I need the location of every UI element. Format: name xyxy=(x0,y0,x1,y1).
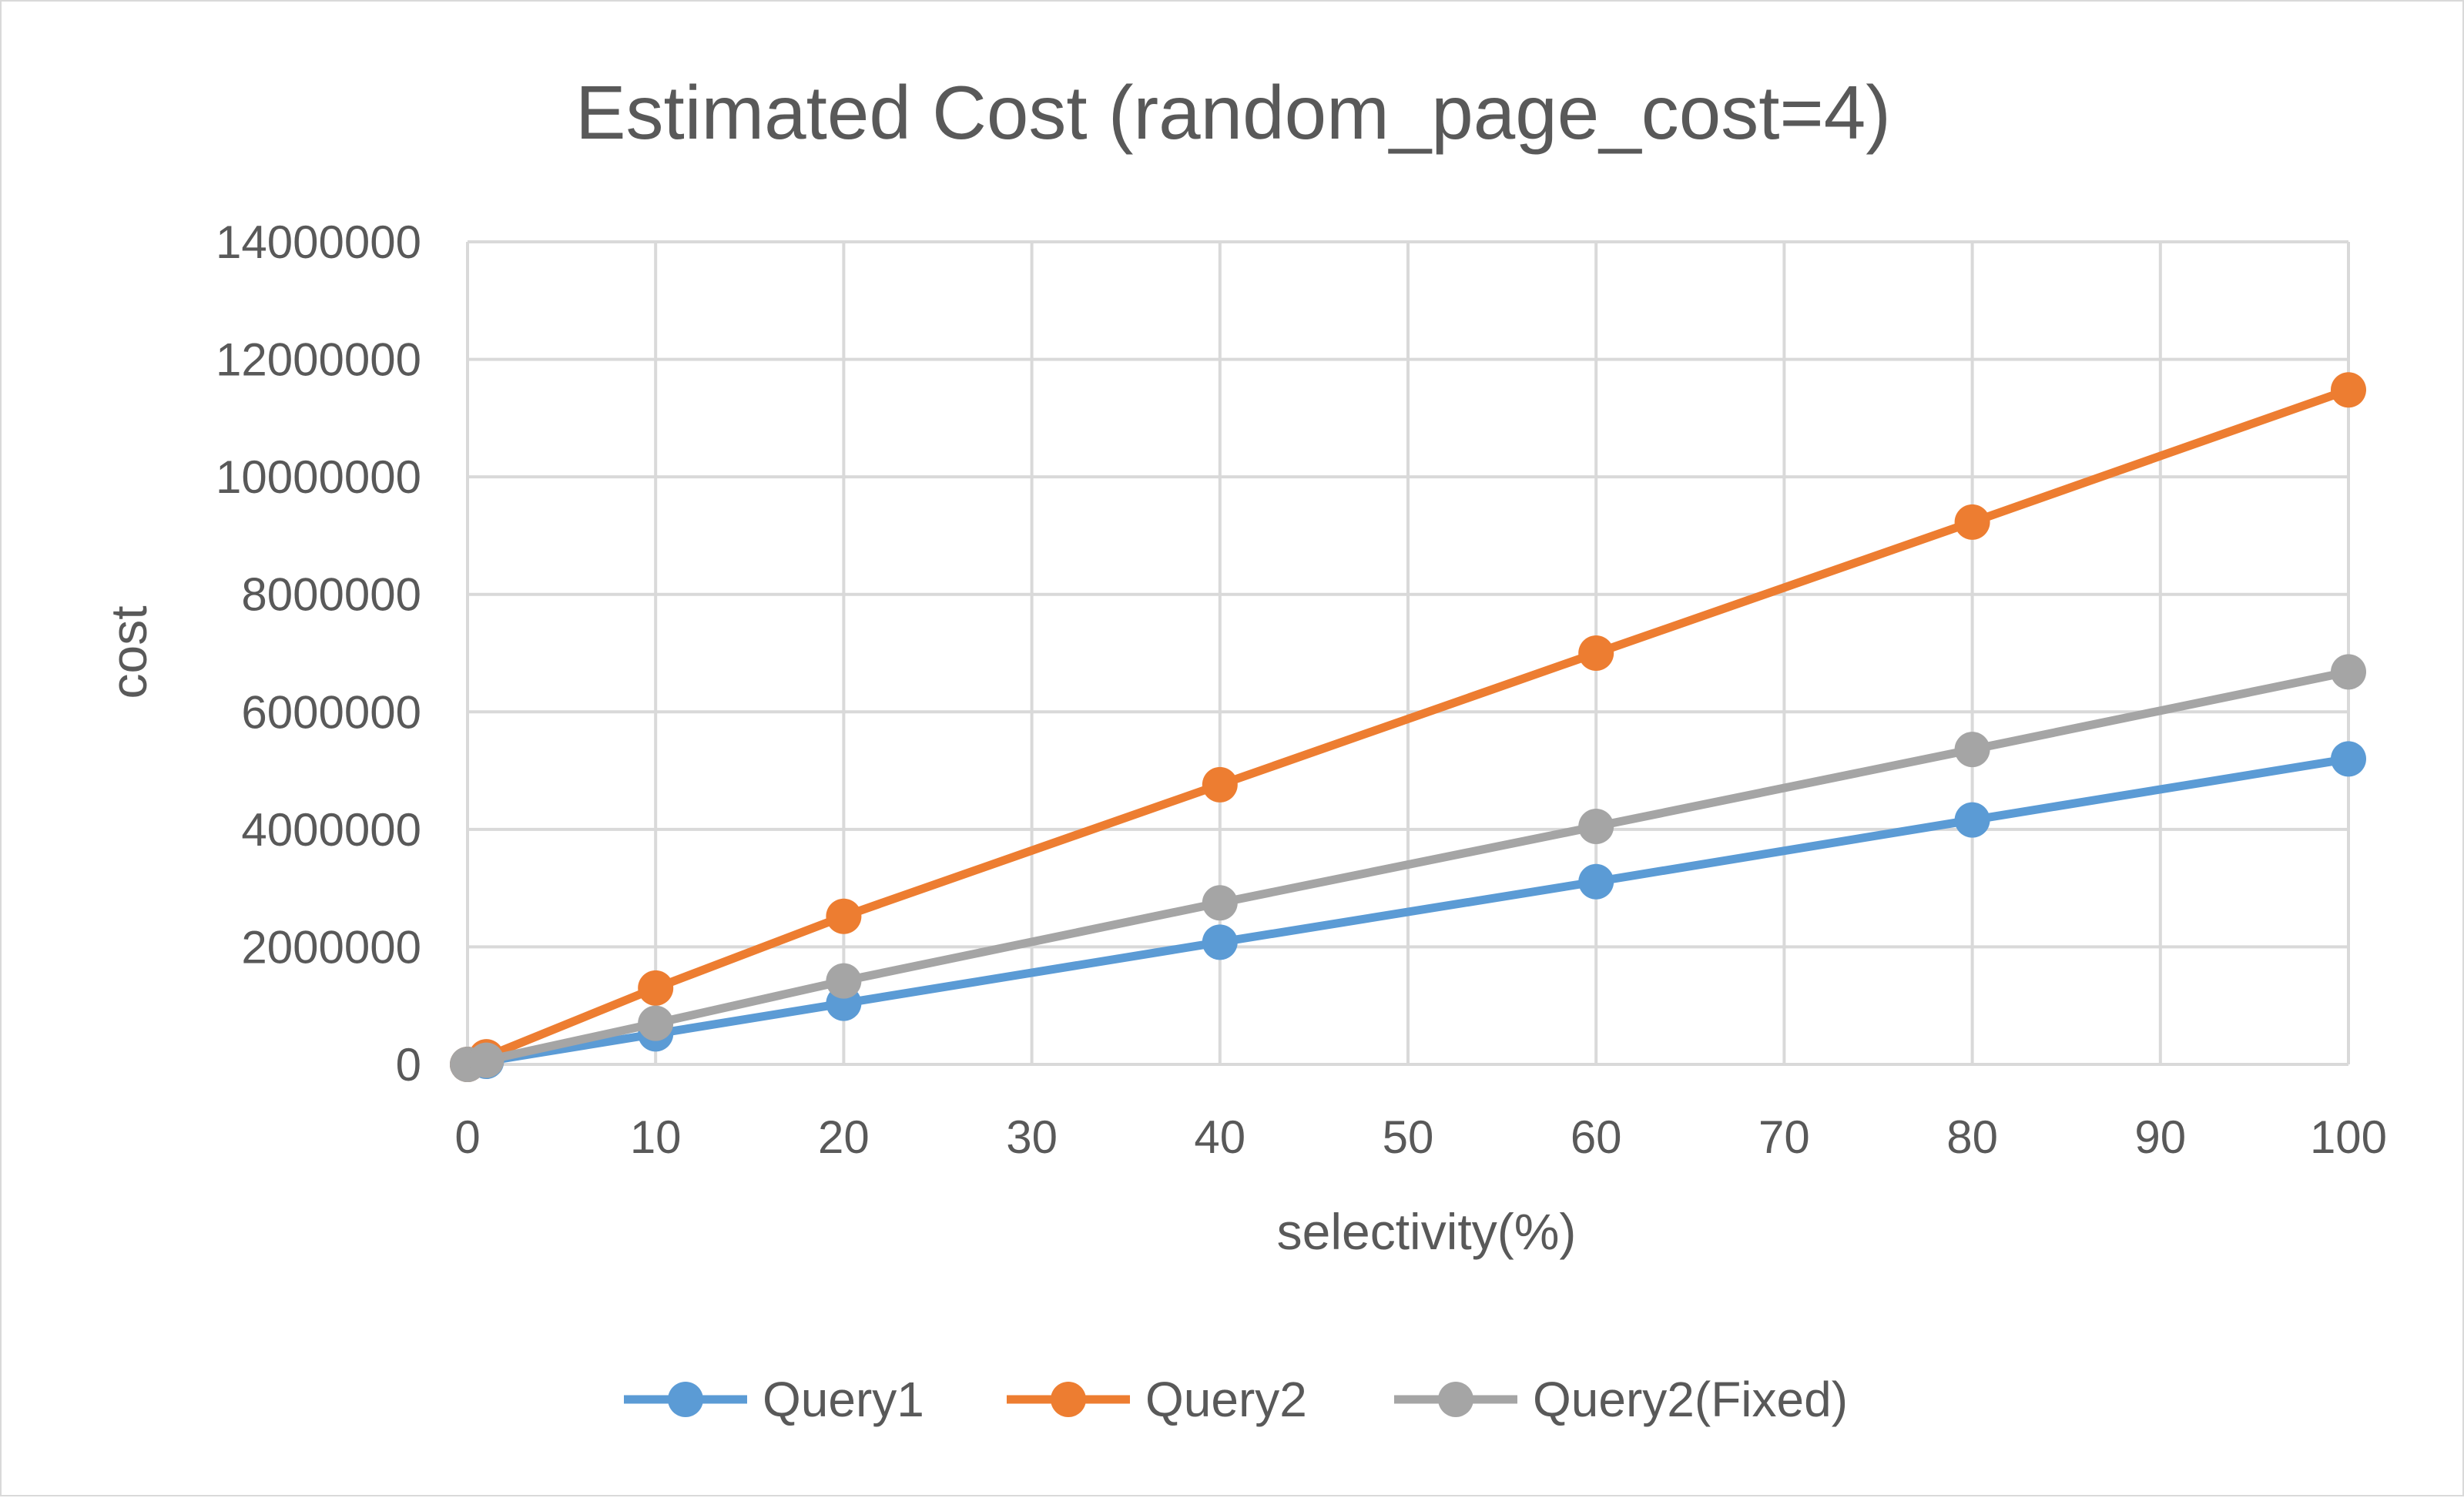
data-point xyxy=(2331,654,2366,690)
series-line xyxy=(463,667,2353,1069)
x-tick-label: 60 xyxy=(1571,1111,1622,1163)
x-tick-label: 50 xyxy=(1383,1111,1434,1163)
legend-label: Query1 xyxy=(763,1372,924,1427)
chart-title: Estimated Cost (random_page_cost=4) xyxy=(575,70,1891,155)
legend-item: Query2 xyxy=(1007,1372,1307,1427)
data-point xyxy=(2331,372,2366,408)
data-point xyxy=(1202,766,1238,803)
x-tick-label: 0 xyxy=(454,1111,480,1163)
data-point xyxy=(826,963,862,999)
data-point xyxy=(1578,809,1614,845)
x-tick-label: 40 xyxy=(1194,1111,1245,1163)
legend-item: Query2(Fixed) xyxy=(1394,1372,1848,1427)
gridlines xyxy=(466,240,2350,1066)
data-point xyxy=(1954,802,1990,838)
y-tick-label: 6000000 xyxy=(241,686,421,738)
x-axis-ticks: 0 10 20 30 40 50 60 70 80 90 100 xyxy=(454,1111,2387,1163)
data-point xyxy=(1954,504,1990,540)
y-tick-label: 10000000 xyxy=(216,451,421,503)
x-tick-label: 80 xyxy=(1946,1111,1998,1163)
y-tick-label: 8000000 xyxy=(241,569,421,621)
x-tick-label: 20 xyxy=(818,1111,870,1163)
legend-label: Query2 xyxy=(1145,1372,1307,1427)
legend-label: Query2(Fixed) xyxy=(1533,1372,1848,1427)
legend-marker xyxy=(668,1382,703,1417)
data-point xyxy=(638,970,674,1006)
series-query2 xyxy=(450,372,2366,1082)
data-point xyxy=(638,1005,674,1041)
x-tick-label: 90 xyxy=(2134,1111,2186,1163)
x-axis-title: selectivity(%) xyxy=(1277,1203,1577,1260)
series-line xyxy=(463,385,2353,1069)
data-point xyxy=(1578,635,1614,671)
legend-marker xyxy=(1438,1382,1473,1417)
data-point xyxy=(1954,732,1990,768)
y-tick-label: 14000000 xyxy=(216,216,421,268)
data-point xyxy=(826,898,862,934)
series-query2-fixed- xyxy=(450,654,2366,1082)
legend-marker xyxy=(1051,1382,1086,1417)
y-tick-label: 4000000 xyxy=(241,804,421,856)
x-tick-label: 10 xyxy=(630,1111,682,1163)
data-point xyxy=(1578,863,1614,900)
legend: Query1 Query2 Query2(Fixed) xyxy=(624,1372,1848,1427)
data-point xyxy=(468,1042,505,1078)
series-layer xyxy=(450,372,2366,1082)
legend-item: Query1 xyxy=(624,1372,924,1427)
y-tick-label: 2000000 xyxy=(241,921,421,973)
x-tick-label: 70 xyxy=(1758,1111,1810,1163)
data-point xyxy=(1202,885,1238,921)
y-tick-label: 12000000 xyxy=(216,334,421,386)
data-point xyxy=(2331,741,2366,777)
y-tick-label: 0 xyxy=(396,1039,421,1091)
y-axis-ticks: 0 2000000 4000000 6000000 8000000 10000000 120… xyxy=(216,216,421,1091)
x-tick-label: 100 xyxy=(2310,1111,2387,1163)
x-tick-label: 30 xyxy=(1006,1111,1058,1163)
data-point xyxy=(1202,924,1238,960)
y-axis-title: cost xyxy=(100,605,157,699)
